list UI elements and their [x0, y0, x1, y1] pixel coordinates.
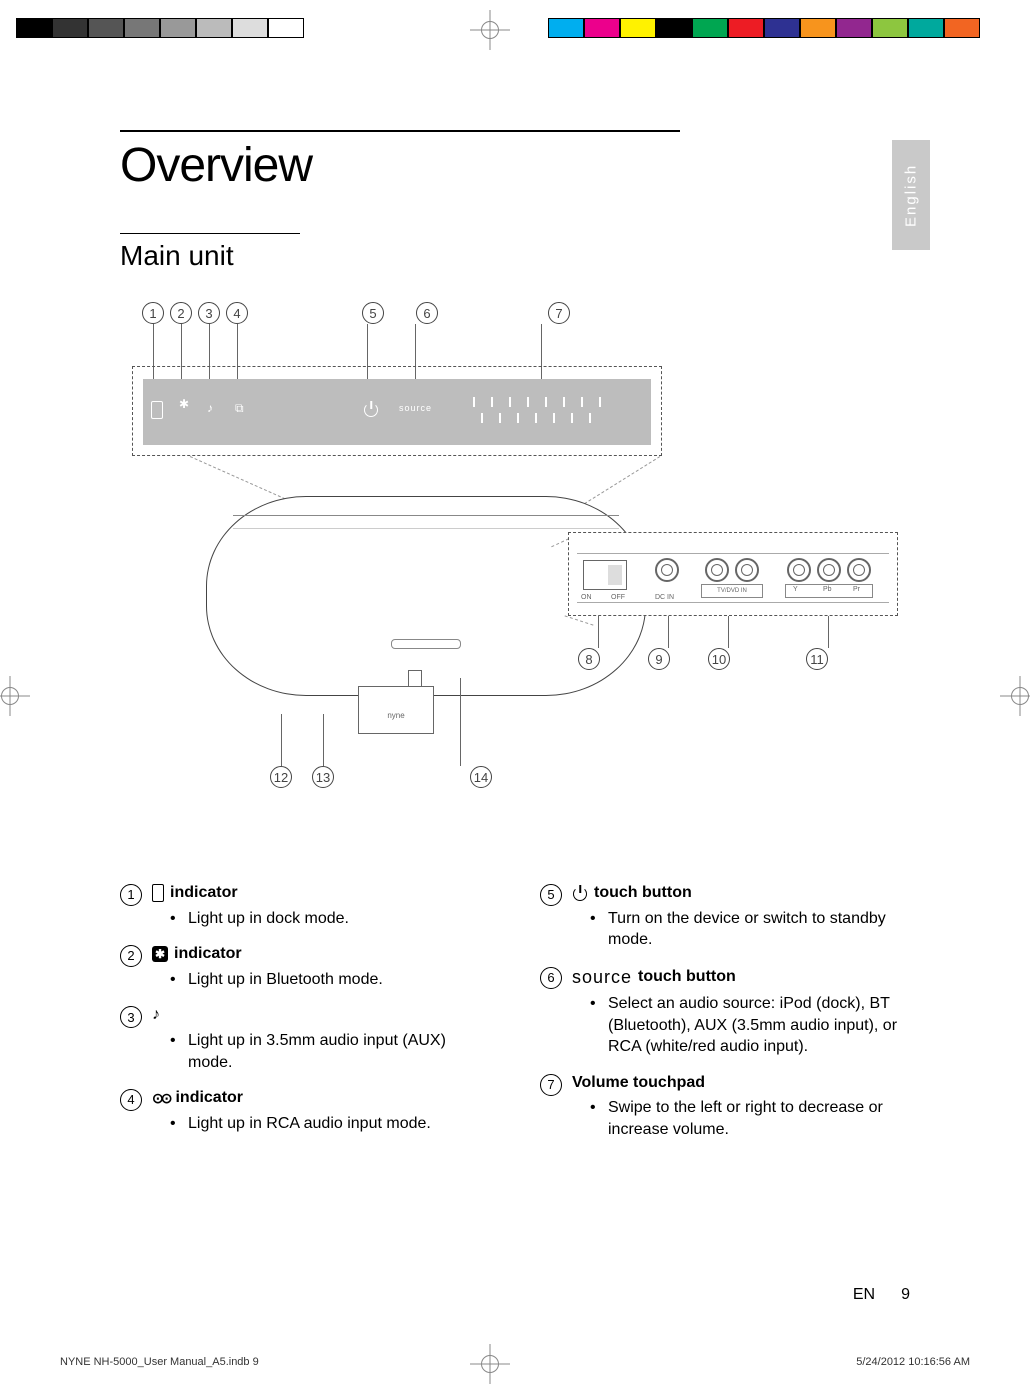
callout-8: 8 — [578, 648, 600, 670]
callout-2: 2 — [170, 302, 192, 324]
registration-mark — [1000, 676, 1030, 716]
item-2: 2 ✱ indicator Light up in Bluetooth mode… — [120, 943, 490, 990]
callout-3: 3 — [198, 302, 220, 324]
top-panel-zoom: ✱ ♪ ⧉ source — [132, 366, 662, 456]
callout-4: 4 — [226, 302, 248, 324]
callout-7: 7 — [548, 302, 570, 324]
item-7: 7 Volume touchpad Swipe to the left or r… — [540, 1072, 910, 1141]
source-word: source — [572, 965, 632, 989]
callout-11: 11 — [806, 648, 828, 670]
source-label: source — [399, 403, 432, 413]
registration-mark — [470, 10, 510, 50]
indicator-descriptions: 1 indicator Light up in dock mode. 2 ✱ i… — [120, 882, 910, 1155]
callout-12: 12 — [270, 766, 292, 788]
item-1: 1 indicator Light up in dock mode. — [120, 882, 490, 929]
page-title: Overview — [120, 138, 910, 193]
product-diagram: 1 2 3 4 5 6 7 ✱ ♪ ⧉ source — [120, 302, 910, 842]
callout-9: 9 — [648, 648, 670, 670]
registration-mark — [0, 676, 30, 716]
page-footer: EN9 — [853, 1286, 910, 1304]
callout-6: 6 — [416, 302, 438, 324]
bluetooth-icon: ✱ — [152, 946, 168, 962]
print-footer: NYNE NH-5000_User Manual_A5.indb 9 5/24/… — [60, 1356, 970, 1368]
aux-icon: ♪ — [152, 1004, 160, 1026]
dock-illustration: nyne — [358, 686, 434, 734]
item-3: 3 ♪ Light up in 3.5mm audio input (AUX) … — [120, 1004, 490, 1073]
printer-color-bar — [0, 18, 1030, 48]
callout-5: 5 — [362, 302, 384, 324]
item-5: 5 touch button Turn on the device or swi… — [540, 882, 910, 951]
callout-14: 14 — [470, 766, 492, 788]
section-subtitle: Main unit — [120, 240, 910, 272]
callout-13: 13 — [312, 766, 334, 788]
callout-10: 10 — [708, 648, 730, 670]
rca-icon: ⊙⊙ — [152, 1089, 169, 1108]
rear-panel-zoom: ON OFF DC IN TV/DVD IN Y Pb Pr — [568, 532, 898, 616]
phone-icon — [152, 884, 164, 902]
power-icon — [572, 885, 588, 901]
item-6: 6 source touch button Select an audio so… — [540, 965, 910, 1058]
item-4: 4 ⊙⊙ indicator Light up in RCA audio inp… — [120, 1087, 490, 1134]
callout-1: 1 — [142, 302, 164, 324]
